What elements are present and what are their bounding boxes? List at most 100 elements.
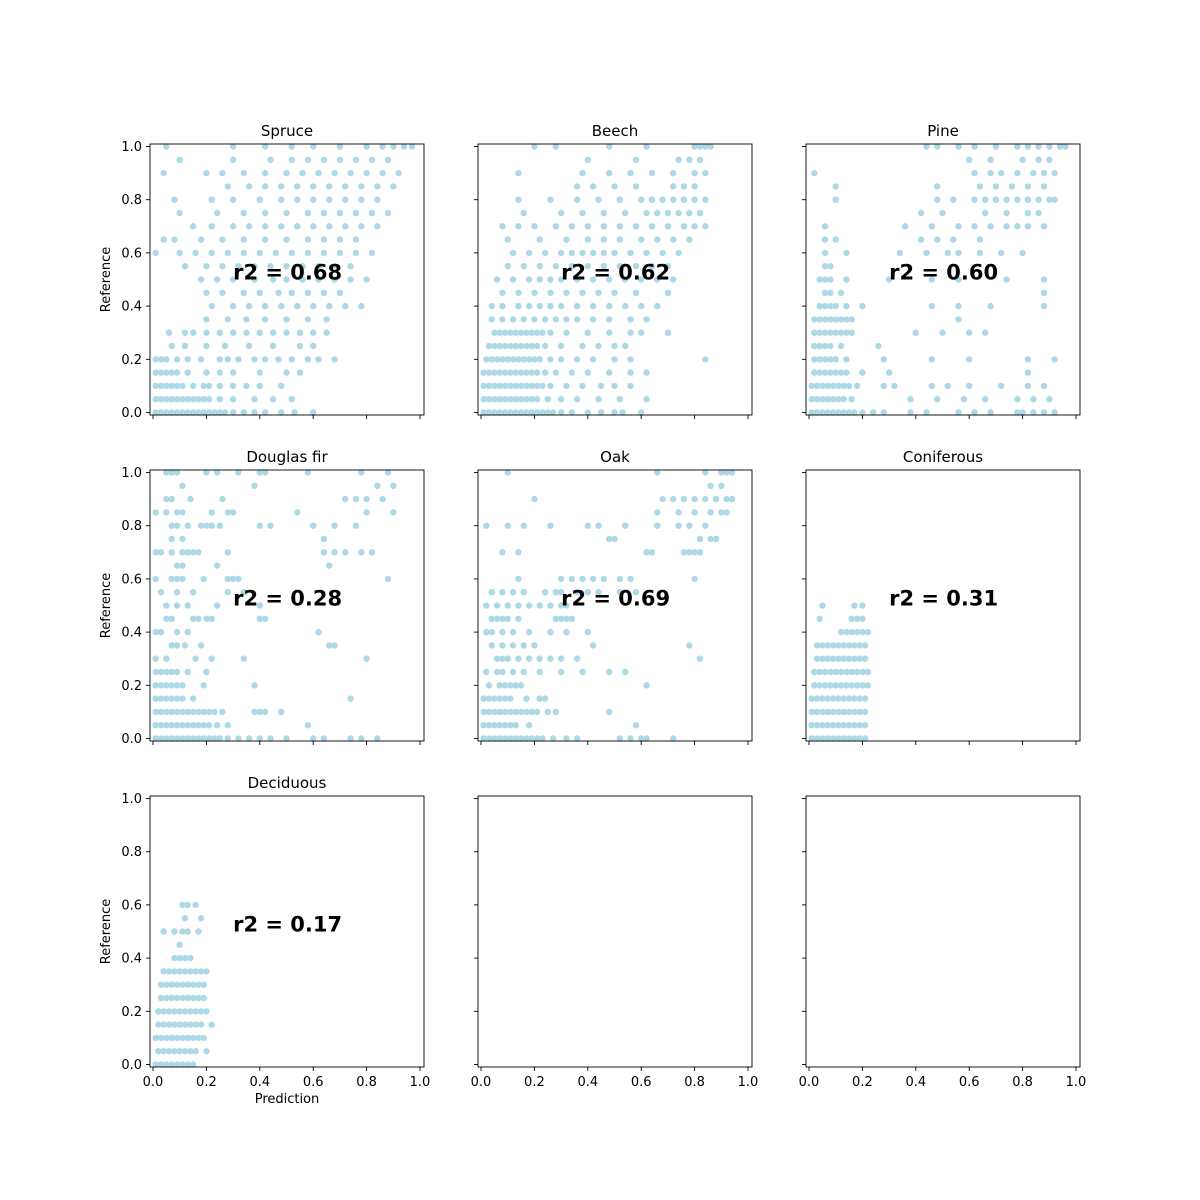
data-point: [840, 642, 847, 649]
data-point: [928, 356, 935, 363]
data-point: [616, 196, 623, 203]
data-point: [573, 276, 581, 283]
data-point: [496, 409, 503, 416]
data-point: [600, 209, 607, 217]
data-point: [971, 196, 978, 203]
data-point: [358, 735, 365, 742]
data-point: [336, 143, 344, 150]
data-point: [813, 409, 821, 416]
data-point: [229, 143, 237, 150]
data-point: [173, 642, 181, 649]
data-point: [1024, 369, 1032, 376]
data-point: [480, 369, 487, 376]
data-point: [363, 169, 370, 177]
data-point: [342, 549, 349, 556]
data-point: [848, 396, 855, 403]
data-point: [256, 289, 263, 296]
data-point: [627, 329, 634, 336]
data-point: [368, 249, 376, 257]
data-point: [966, 156, 973, 163]
data-point: [240, 169, 247, 177]
data-point: [525, 602, 533, 609]
data-point: [606, 316, 613, 323]
data-point: [589, 276, 597, 283]
data-point: [837, 289, 845, 296]
data-point: [310, 409, 317, 416]
data-point: [691, 575, 698, 583]
data-point: [160, 1048, 167, 1055]
data-point: [536, 302, 543, 310]
data-point: [573, 735, 581, 742]
data-point: [976, 183, 984, 190]
data-point: [283, 169, 290, 177]
data-point: [213, 209, 221, 217]
data-point: [173, 708, 181, 716]
data-point: [944, 382, 951, 390]
x-tick-label: 0.6: [303, 1075, 324, 1090]
data-point: [955, 302, 962, 310]
data-point: [648, 223, 656, 230]
data-point: [723, 469, 730, 476]
data-point: [507, 682, 514, 689]
data-point: [584, 236, 591, 243]
data-point: [485, 342, 493, 350]
data-point: [533, 382, 541, 390]
data-point: [171, 196, 178, 203]
data-point: [859, 668, 866, 676]
data-point: [315, 356, 322, 363]
data-point: [195, 1034, 202, 1042]
data-point: [950, 196, 957, 203]
data-point: [173, 682, 181, 689]
data-point: [536, 356, 543, 363]
data-point: [832, 236, 839, 243]
data-point: [384, 575, 392, 583]
y-tick-label: 0.4: [121, 626, 142, 641]
x-tick-label: 0.4: [577, 1075, 598, 1090]
data-point: [702, 469, 709, 476]
data-point: [200, 409, 207, 416]
data-point: [638, 302, 645, 310]
data-point: [504, 236, 511, 243]
y-tick-label: 0.0: [121, 1058, 142, 1073]
data-point: [835, 396, 842, 403]
data-point: [256, 249, 263, 257]
data-point: [347, 695, 354, 702]
data-point: [496, 682, 503, 689]
data-point: [173, 602, 181, 609]
data-point: [480, 396, 487, 403]
axes-frame: [149, 143, 425, 416]
data-point: [197, 642, 205, 649]
data-point: [525, 722, 533, 729]
data-point: [643, 369, 650, 376]
data-point: [374, 223, 381, 230]
data-point: [493, 668, 501, 676]
data-point: [848, 615, 855, 622]
data-point: [840, 655, 847, 662]
data-point: [171, 968, 178, 975]
data-point: [811, 682, 818, 689]
data-point: [843, 302, 850, 310]
data-point: [923, 409, 930, 416]
data-point: [1003, 276, 1010, 283]
data-point: [173, 981, 181, 988]
data-point: [195, 981, 202, 988]
data-point: [229, 302, 237, 310]
data-point: [573, 356, 581, 363]
data-point: [152, 382, 159, 390]
data-point: [875, 342, 882, 350]
data-point: [368, 549, 376, 556]
data-point: [606, 169, 613, 177]
data-point: [557, 302, 565, 310]
data-point: [224, 509, 231, 516]
data-point: [152, 1061, 159, 1068]
data-point: [864, 682, 871, 689]
data-point: [165, 968, 173, 975]
data-point: [643, 735, 650, 742]
data-point: [288, 396, 295, 403]
x-tick-label: 0.4: [905, 1075, 926, 1090]
data-point: [163, 495, 170, 503]
data-point: [821, 369, 829, 376]
data-point: [950, 236, 957, 243]
data-point: [342, 223, 349, 230]
data-point: [200, 994, 207, 1002]
